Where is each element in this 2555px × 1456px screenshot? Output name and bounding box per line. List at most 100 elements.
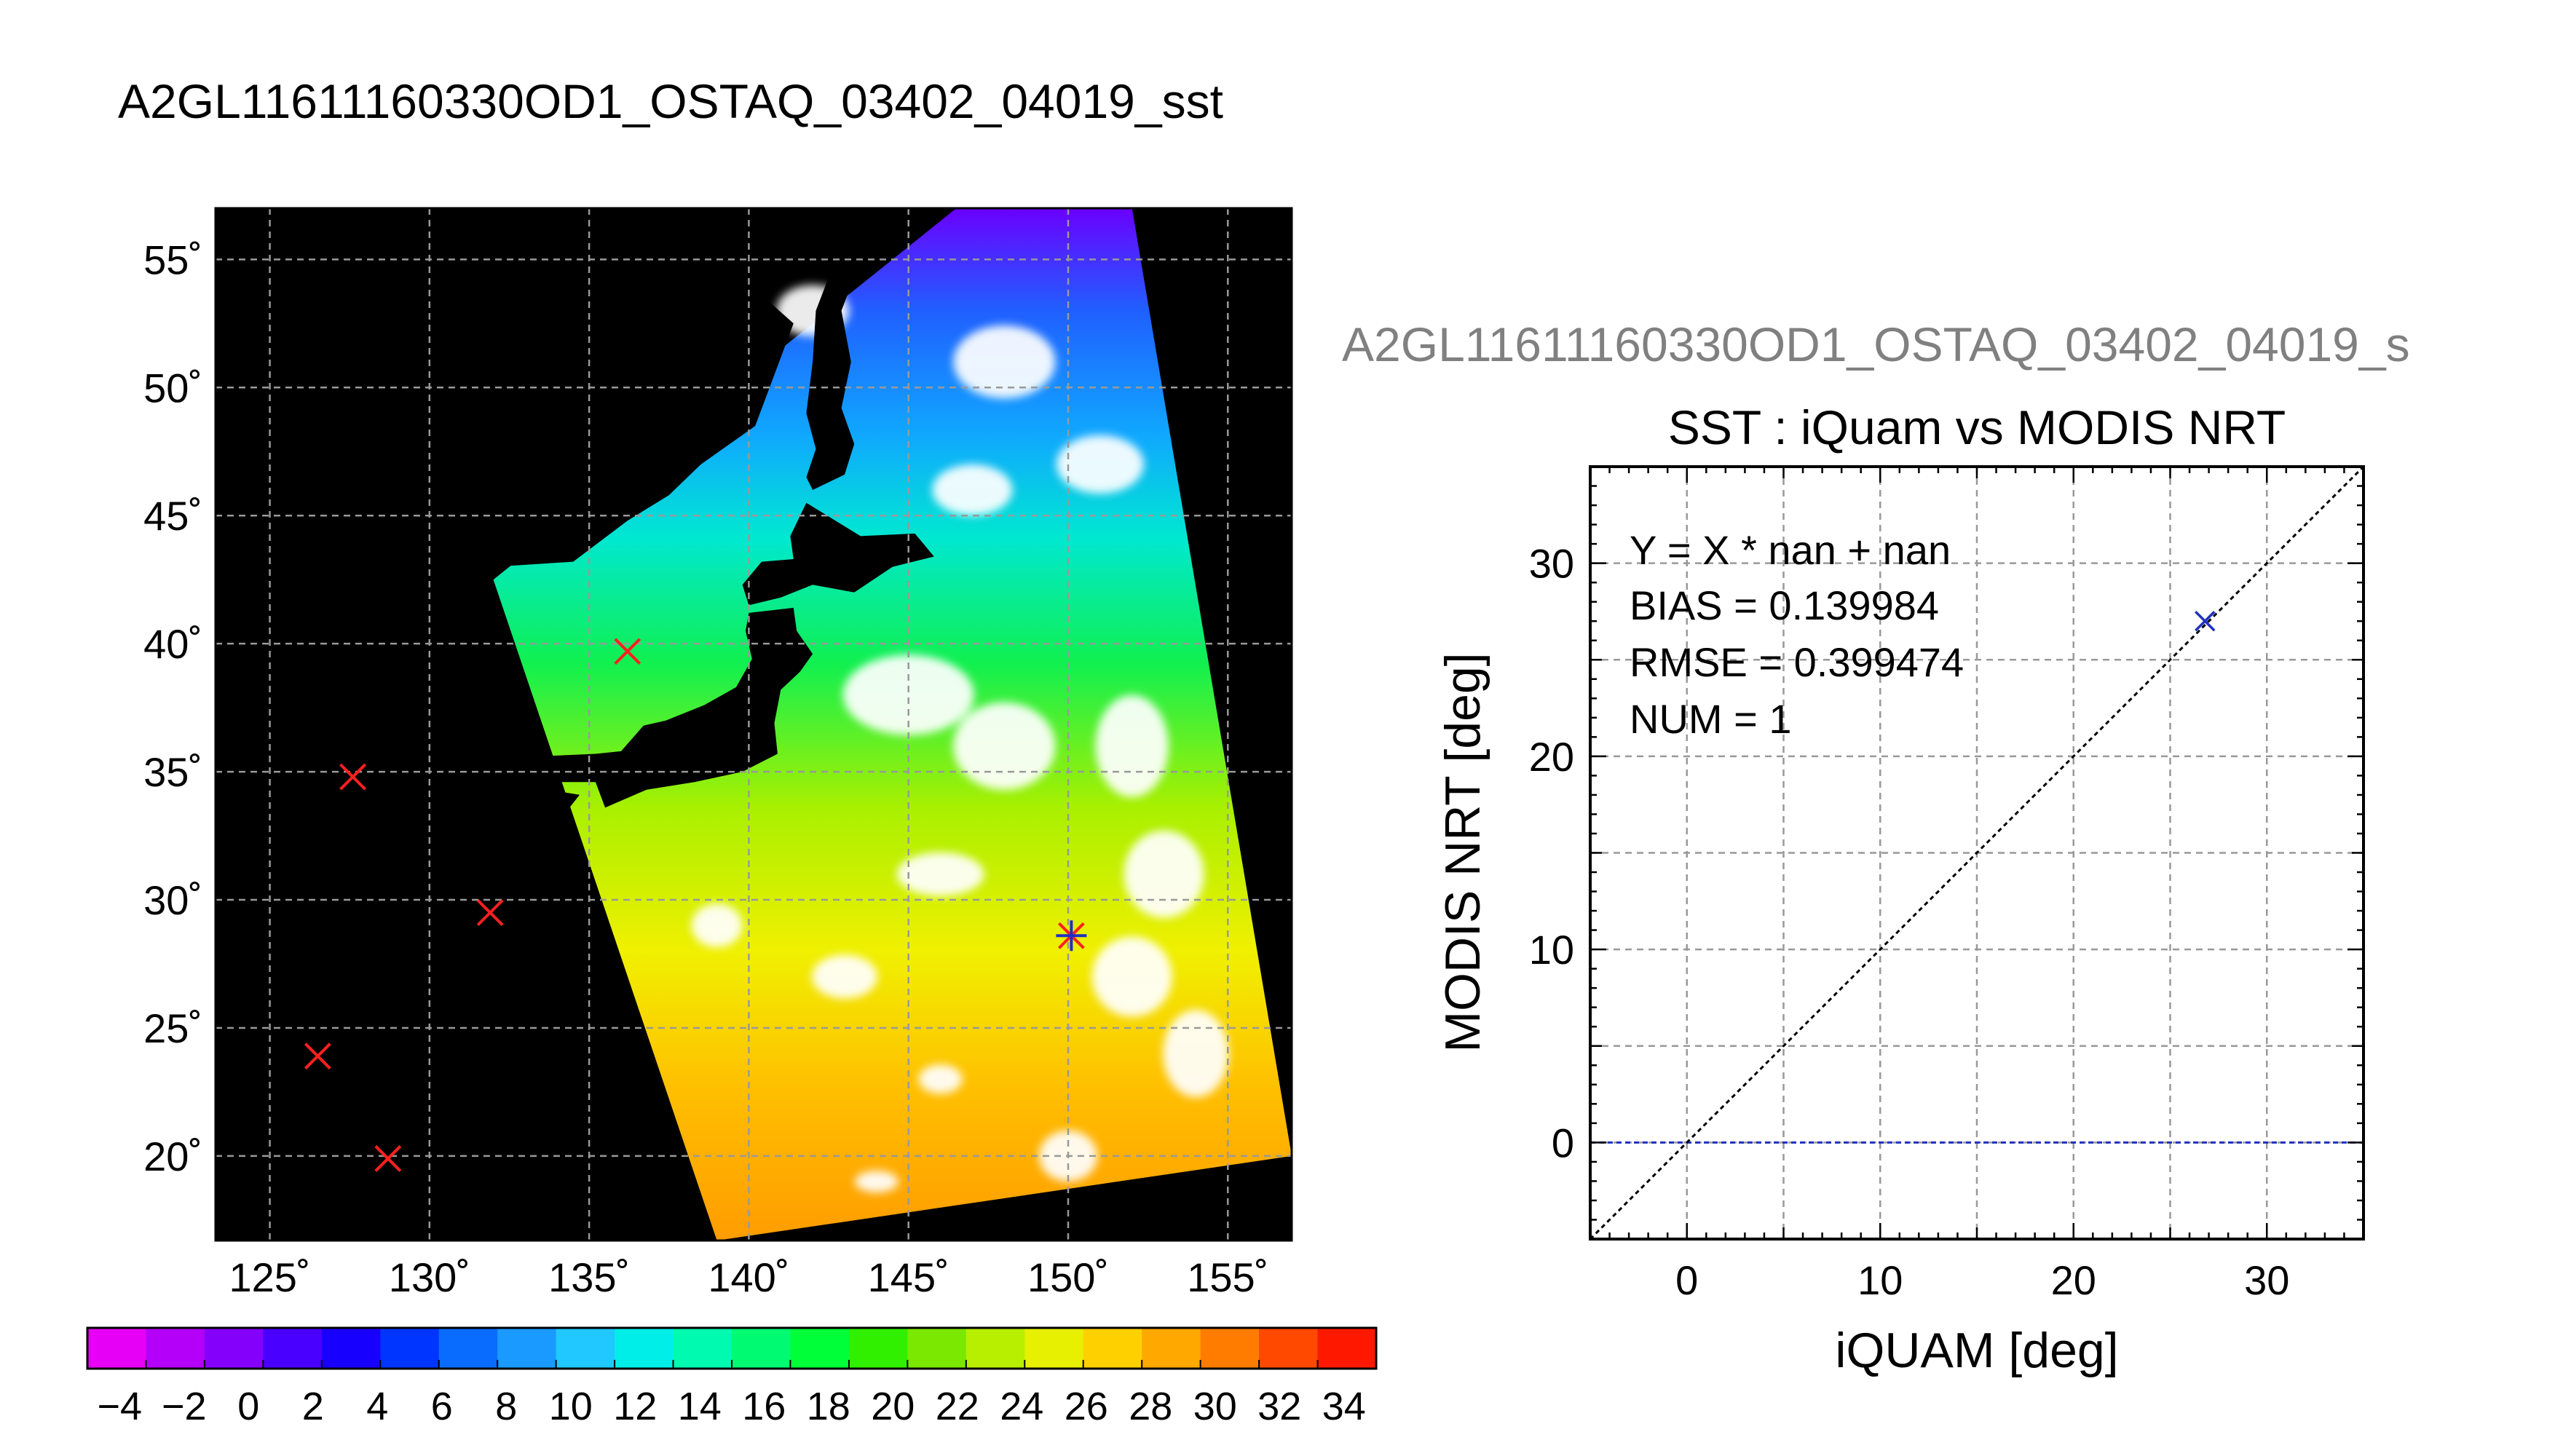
scatter-y-tick-label: 10 bbox=[1529, 927, 1574, 973]
scatter-point bbox=[2195, 610, 2216, 632]
cloud-patch bbox=[691, 903, 743, 948]
map-lat-tick-label: 30˚ bbox=[143, 877, 202, 923]
land-hokkaido bbox=[742, 502, 934, 606]
stats-fit-line: Y = X * nan + nan bbox=[1630, 527, 1951, 573]
map-lat-tick-label: 20˚ bbox=[143, 1133, 202, 1179]
map-lat-tick-label: 25˚ bbox=[143, 1005, 202, 1051]
colorbar-cell bbox=[1024, 1328, 1084, 1369]
colorbar-tick-label: 2 bbox=[302, 1385, 324, 1428]
cloud-patch bbox=[953, 702, 1056, 790]
colorbar-tick-label: 28 bbox=[1129, 1385, 1172, 1428]
scatter-y-tick-label: 20 bbox=[1529, 734, 1574, 780]
map-matchup-markers bbox=[304, 638, 1087, 1172]
matchup-marker bbox=[1056, 920, 1087, 951]
colorbar-cell bbox=[732, 1328, 791, 1369]
land-mainland bbox=[382, 208, 794, 657]
colorbar-cell bbox=[556, 1328, 615, 1369]
map-lat-tick-label: 45˚ bbox=[143, 493, 202, 539]
cloud-patch bbox=[1095, 695, 1169, 797]
scatter-points bbox=[2195, 610, 2216, 632]
colorbar-cell bbox=[1317, 1328, 1377, 1369]
marker-stroke bbox=[476, 899, 504, 927]
land-korea bbox=[311, 681, 411, 785]
scatter-y-tick-label: 0 bbox=[1552, 1120, 1574, 1166]
one-to-one-line bbox=[1590, 467, 2364, 1239]
matchup-marker bbox=[304, 1042, 331, 1070]
scatter-x-tick-label: 20 bbox=[2051, 1257, 2096, 1303]
colorbar-cell bbox=[1200, 1328, 1260, 1369]
colorbar-cell bbox=[438, 1328, 498, 1369]
scatter-x-tick-label: 0 bbox=[1675, 1257, 1698, 1303]
map-lon-tick-label: 150˚ bbox=[1027, 1254, 1109, 1300]
colorbar-cell bbox=[907, 1328, 967, 1369]
point-stroke bbox=[2195, 610, 2216, 632]
colorbar-tick-label: −4 bbox=[97, 1385, 142, 1428]
matchup-marker bbox=[614, 638, 641, 665]
map-lat-tick-label: 55˚ bbox=[143, 237, 202, 282]
colorbar-tick-label: 20 bbox=[871, 1385, 915, 1428]
matchup-marker bbox=[339, 763, 367, 791]
colorbar-cell bbox=[1142, 1328, 1201, 1369]
scatter-y-tick-label: 30 bbox=[1529, 541, 1574, 587]
map-lon-tick-label: 140˚ bbox=[708, 1254, 789, 1300]
colorbar-cell bbox=[1083, 1328, 1142, 1369]
colorbar-cell bbox=[615, 1328, 674, 1369]
colorbar-cell bbox=[790, 1328, 850, 1369]
land-shikoku bbox=[509, 789, 580, 828]
colorbar-tick-label: 14 bbox=[678, 1385, 722, 1428]
map-lon-tick-label: 130˚ bbox=[389, 1254, 470, 1300]
cloud-patch bbox=[953, 325, 1056, 399]
scatter-x-tick-label: 10 bbox=[1857, 1257, 1903, 1303]
marker-stroke bbox=[339, 763, 367, 791]
colorbar-tick-label: 32 bbox=[1257, 1385, 1301, 1428]
map-lat-tick-label: 50˚ bbox=[143, 365, 202, 411]
sst-colorbar: −4 −2 0 2 4 6 8 10 12 14 16 18 20 22 24 26 28 30 32 34 bbox=[86, 1326, 1378, 1428]
matchup-marker bbox=[476, 899, 504, 927]
matchup-marker bbox=[374, 1144, 402, 1172]
colorbar-tick-label: 26 bbox=[1065, 1385, 1108, 1428]
colorbar-cell bbox=[263, 1328, 323, 1369]
map-lat-tick-label: 35˚ bbox=[143, 749, 202, 795]
colorbar-frame bbox=[86, 1326, 1378, 1370]
cloud-patch bbox=[811, 954, 877, 999]
cloud-patch bbox=[918, 1064, 963, 1094]
scatter-title: SST : iQuam vs MODIS NRT bbox=[1668, 400, 2286, 454]
map-frame bbox=[214, 207, 1293, 1242]
colorbar-tick-label: 30 bbox=[1193, 1385, 1237, 1428]
colorbar-tick-label: 8 bbox=[495, 1385, 517, 1428]
colorbar-cell bbox=[146, 1328, 205, 1369]
land-sakhalin bbox=[806, 277, 855, 490]
map-lon-tick-label: 145˚ bbox=[868, 1254, 949, 1300]
colorbar-cell bbox=[321, 1328, 381, 1369]
cloud-patch bbox=[932, 464, 1013, 516]
land-honshu bbox=[458, 607, 813, 808]
marker-stroke bbox=[374, 1144, 402, 1172]
colorbar-tick-label: 4 bbox=[366, 1385, 388, 1428]
colorbar-cell bbox=[673, 1328, 732, 1369]
colorbar-tick-label: 10 bbox=[549, 1385, 593, 1428]
map-lon-tick-label: 155˚ bbox=[1187, 1254, 1268, 1300]
scatter-plot: A2GL11611160330OD1_OSTAQ_03402_04019_s S… bbox=[1342, 317, 2410, 1378]
scatter-stats: Y = X * nan + nan BIAS = 0.139984 RMSE =… bbox=[1630, 527, 1964, 742]
colorbar-cell bbox=[87, 1328, 146, 1369]
cloud-patch bbox=[1163, 1010, 1229, 1098]
cloud-patch bbox=[1091, 936, 1172, 1017]
land-mask bbox=[311, 208, 934, 872]
scatter-x-tick-label: 30 bbox=[2244, 1257, 2289, 1303]
marker-stroke bbox=[614, 638, 641, 665]
colorbar-tick-label: 24 bbox=[1000, 1385, 1043, 1428]
map-grid bbox=[216, 208, 1292, 1241]
map-lon-tick-label: 135˚ bbox=[548, 1254, 630, 1300]
colorbar-tick-label: 22 bbox=[936, 1385, 979, 1428]
colorbar-tick-label: 34 bbox=[1322, 1385, 1366, 1428]
colorbar-tick-label: 6 bbox=[431, 1385, 453, 1428]
cloud-patch bbox=[842, 654, 974, 735]
colorbar-tick-label: 18 bbox=[807, 1385, 850, 1428]
scatter-y-label: MODIS NRT [deg] bbox=[1435, 652, 1490, 1052]
sst-map: 20˚ 25˚ 30˚ 35˚ 40˚ 45˚ 50˚ 55˚ 125˚ 130˚ 135˚ 140˚… bbox=[143, 207, 1293, 1300]
colorbar-tick-label: −2 bbox=[162, 1385, 207, 1428]
map-tick-labels: 20˚ 25˚ 30˚ 35˚ 40˚ 45˚ 50˚ 55˚ 125˚ 130˚ 135˚ 140˚… bbox=[143, 237, 1268, 1300]
cloud-patch bbox=[854, 1171, 899, 1193]
colorbar-cell bbox=[204, 1328, 264, 1369]
